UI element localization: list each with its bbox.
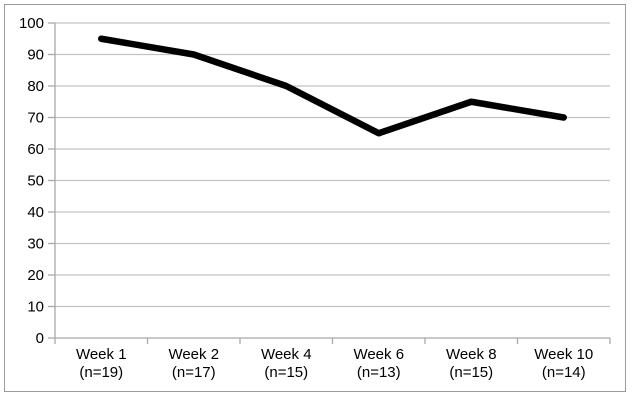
y-axis-tick-label: 50 (27, 173, 44, 190)
data-series-line (98, 35, 567, 137)
x-axis-category-label: Week 6 (353, 346, 404, 363)
y-axis-tick-label: 0 (36, 330, 44, 347)
x-axis-category-label: Week 10 (534, 346, 593, 363)
y-axis-tick-label: 60 (27, 141, 44, 158)
x-axis-category-sublabel: (n=15) (264, 364, 308, 381)
x-axis-category-label: Week 2 (168, 346, 219, 363)
chart-border-frame (4, 4, 626, 392)
y-axis-tick-label: 30 (27, 236, 44, 253)
x-axis-category-sublabel: (n=15) (449, 364, 493, 381)
y-axis-tick-label: 10 (27, 299, 44, 316)
x-axis-category-sublabel: (n=17) (172, 364, 216, 381)
y-axis-tick-label: 20 (27, 267, 44, 284)
y-axis-tick-label: 90 (27, 47, 44, 64)
y-axis-tick-label: 100 (19, 15, 44, 32)
x-axis-category-label: Week 8 (446, 346, 497, 363)
y-axis-tick-label: 80 (27, 78, 44, 95)
y-axis-tick-label: 40 (27, 204, 44, 221)
x-axis-category-label: Week 1 (76, 346, 127, 363)
x-axis-category-sublabel: (n=14) (542, 364, 586, 381)
x-axis-category-sublabel: (n=13) (357, 364, 401, 381)
y-axis-tick-label: 70 (27, 110, 44, 127)
x-axis-category-sublabel: (n=19) (79, 364, 123, 381)
x-axis-category-label: Week 4 (261, 346, 312, 363)
